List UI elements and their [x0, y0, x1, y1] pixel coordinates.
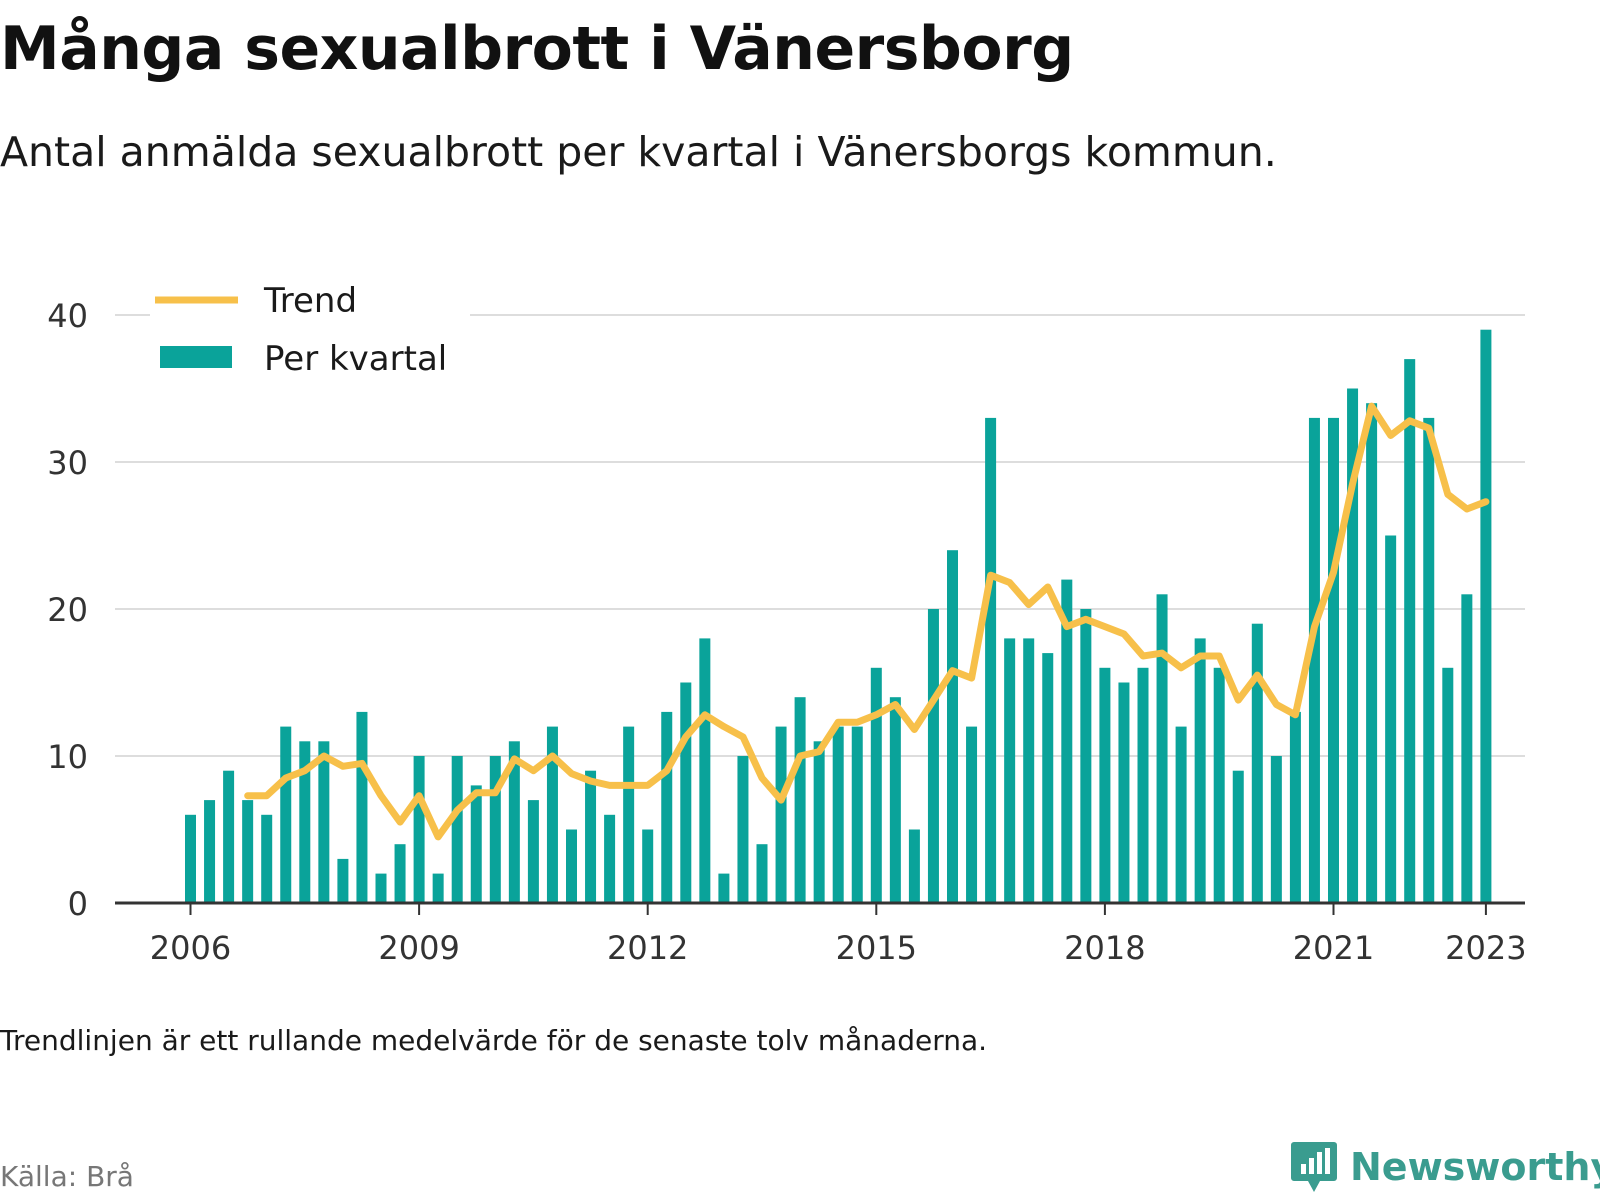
bar	[661, 711, 673, 903]
bar	[1194, 638, 1206, 903]
bar	[1366, 403, 1378, 903]
bar	[1328, 417, 1339, 903]
bar	[966, 726, 978, 903]
chart-title: Många sexualbrott i Vänersborg	[0, 14, 1074, 84]
bar	[775, 726, 787, 903]
y-tick-label: 0	[68, 885, 88, 923]
bar	[566, 829, 577, 903]
bar	[1347, 388, 1359, 903]
bar	[927, 609, 939, 903]
bar	[1156, 594, 1168, 903]
bar	[413, 756, 425, 903]
bar	[585, 770, 597, 903]
bar	[623, 726, 635, 903]
x-tick-label: 2021	[1293, 929, 1374, 967]
bar	[489, 756, 501, 903]
brand-name: Newsworthy	[1350, 1145, 1600, 1189]
bar	[1461, 594, 1473, 903]
bar	[1308, 417, 1320, 903]
bar	[1080, 609, 1092, 903]
bar	[451, 756, 463, 903]
bar	[794, 697, 806, 903]
bar	[756, 844, 768, 903]
bar	[889, 697, 901, 903]
y-tick-label: 30	[47, 444, 88, 482]
bar	[432, 873, 444, 903]
bar	[1061, 579, 1073, 903]
bar-chart-speech-bubble-icon	[1291, 1142, 1337, 1192]
bar	[1251, 623, 1263, 903]
source-label: Källa: Brå	[0, 1160, 134, 1193]
bar	[261, 814, 273, 903]
bar	[299, 741, 311, 903]
bar	[375, 873, 387, 903]
bar	[185, 814, 196, 903]
bar	[737, 756, 749, 903]
bar	[947, 550, 958, 903]
x-tick-label: 2012	[607, 929, 688, 967]
y-tick-label: 20	[47, 591, 88, 629]
bar	[470, 785, 482, 903]
bar	[318, 741, 330, 903]
bar	[337, 858, 349, 903]
bar	[1042, 653, 1054, 903]
bar	[985, 417, 997, 903]
bar	[851, 726, 863, 903]
chart-canvas: 0 10 20 30 40 2006 2009 2012 2015 2018 2021 2023 T…	[47, 268, 1527, 967]
bar	[1232, 770, 1244, 903]
bar	[1442, 667, 1454, 903]
bar	[813, 741, 825, 903]
bar	[908, 829, 920, 903]
bar	[1385, 535, 1397, 903]
bar	[527, 800, 539, 903]
bar	[1175, 726, 1187, 903]
bar	[1004, 638, 1016, 903]
x-tick-label: 2009	[378, 929, 459, 967]
bar	[1137, 667, 1149, 903]
bar	[204, 800, 216, 903]
trend-line	[244, 402, 1490, 841]
bar	[699, 638, 711, 903]
chart-note: Trendlinjen är ett rullande medelvärde f…	[0, 1024, 988, 1057]
chart-subtitle: Antal anmälda sexualbrott per kvartal i …	[0, 128, 1277, 176]
bar	[870, 667, 882, 903]
trend-series	[244, 402, 1490, 841]
brand-logo: Newsworthy	[1290, 1140, 1600, 1194]
bar	[1289, 711, 1301, 903]
bar-series	[185, 329, 1492, 904]
legend-bar-label: Per kvartal	[264, 339, 447, 379]
bar	[832, 726, 844, 903]
x-tick-label: 2015	[836, 929, 917, 967]
axes: 2006 2009 2012 2015 2018 2021 2023	[115, 901, 1527, 967]
bar	[242, 800, 254, 903]
y-tick-label: 40	[47, 297, 88, 335]
legend: Trend Per kvartal	[150, 268, 470, 379]
bar	[718, 873, 730, 903]
x-tick-label: 2006	[150, 929, 231, 967]
x-tick-label: 2023	[1445, 929, 1526, 967]
bar	[642, 829, 654, 903]
bar	[1480, 329, 1492, 903]
bar	[1404, 359, 1416, 904]
legend-trend-label: Trend	[263, 281, 357, 321]
bar	[1099, 667, 1111, 903]
legend-bar-swatch	[160, 346, 232, 368]
bar	[1423, 417, 1435, 903]
bar	[356, 711, 368, 903]
bar	[1118, 682, 1130, 903]
bar	[508, 741, 520, 903]
bar	[1270, 756, 1282, 903]
x-tick-label: 2018	[1064, 929, 1145, 967]
y-tick-label: 10	[47, 738, 88, 776]
bar	[223, 770, 235, 903]
bar	[1023, 638, 1035, 903]
bar	[1213, 667, 1225, 903]
bar	[394, 844, 406, 903]
bar	[546, 726, 558, 903]
bar	[604, 814, 616, 903]
bar	[680, 682, 692, 903]
bar	[280, 726, 292, 903]
